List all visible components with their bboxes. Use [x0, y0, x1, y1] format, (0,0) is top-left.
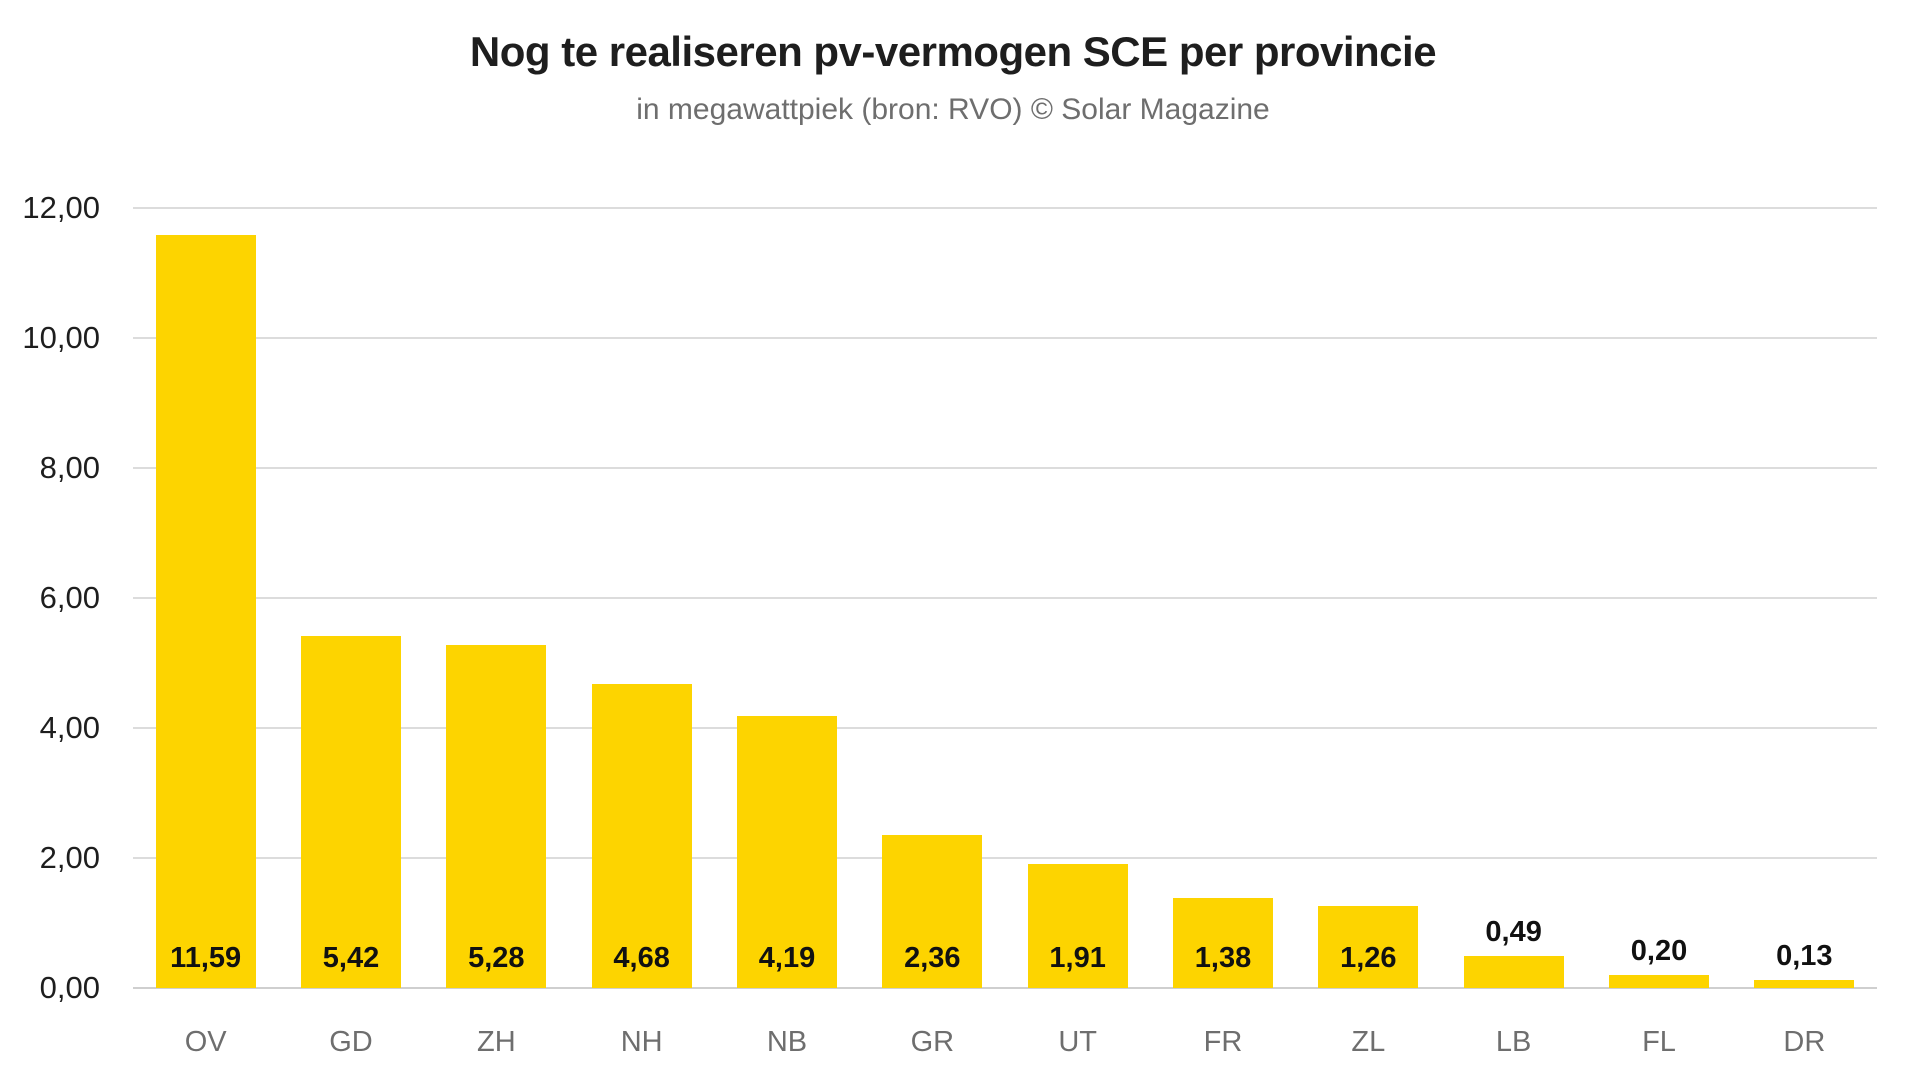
bar-value-label: 11,59 [170, 942, 242, 974]
x-axis-label-gd: GD [329, 1026, 373, 1058]
x-axis-label-fl: FL [1642, 1026, 1676, 1058]
y-axis-tick-label: 2,00 [39, 840, 100, 875]
y-axis-tick-label: 8,00 [39, 450, 100, 485]
bar-slot-fl: 0,20 [1586, 208, 1731, 988]
bar-zl [1318, 906, 1419, 988]
bar-value-label: 5,28 [468, 942, 525, 974]
x-axis-label-fr: FR [1203, 1026, 1243, 1058]
x-axis-label-nb: NB [766, 1026, 808, 1058]
y-axis-tick-label: 4,00 [39, 710, 100, 745]
x-axis-label-ut: UT [1058, 1026, 1097, 1058]
y-axis-tick-label: 10,00 [22, 320, 100, 355]
bar-value-label: 4,19 [758, 942, 816, 974]
bar-value-label: 0,20 [1630, 935, 1688, 967]
bar-gr [882, 834, 983, 988]
bar-zh [446, 644, 547, 988]
bar-value-label: 5,42 [322, 942, 380, 974]
chart-subtitle: in megawattpiek (bron: RVO) © Solar Maga… [636, 93, 1270, 126]
gridline [133, 337, 1877, 339]
bar-ut [1027, 863, 1128, 988]
x-axis-baseline [133, 987, 1877, 989]
bar-value-label: 1,91 [1049, 942, 1106, 974]
x-axis-label-dr: DR [1783, 1026, 1826, 1058]
bar-fr [1172, 898, 1273, 988]
bar-dr [1754, 979, 1855, 988]
bar-slot-zl: 1,26 [1296, 208, 1441, 988]
bar-value-label: 1,38 [1194, 942, 1252, 974]
bar-value-label: 0,13 [1776, 939, 1833, 972]
bar-value-label: 0,49 [1485, 916, 1542, 949]
bar-slot-nh: 4,68 [569, 208, 714, 988]
bar-fl [1608, 975, 1709, 988]
x-axis-label-lb: LB [1495, 1026, 1532, 1058]
bar-value-label: 1,26 [1340, 942, 1397, 974]
x-axis-label-gr: GR [910, 1026, 955, 1058]
gridline [133, 207, 1877, 209]
bar-slot-gd: 5,42 [278, 208, 423, 988]
bar-value-label: 2,36 [904, 942, 961, 974]
bar-slot-nb: 4,19 [714, 208, 859, 988]
y-axis-tick-label: 6,00 [39, 580, 100, 615]
x-axis-label-zl: ZL [1351, 1026, 1386, 1058]
bar-gd [300, 635, 401, 988]
y-axis-tick-label: 0,00 [39, 970, 100, 1005]
y-axis-tick-label: 12,00 [22, 190, 100, 225]
bar-slot-gr: 2,36 [860, 208, 1005, 988]
bar-slot-dr: 0,13 [1732, 208, 1877, 988]
bar-slot-zh: 5,28 [424, 208, 569, 988]
bar-lb [1463, 956, 1564, 988]
x-axis-label-ov: OV [184, 1026, 227, 1058]
bar-value-label: 4,68 [613, 942, 670, 974]
x-axis-label-nh: NH [620, 1026, 663, 1058]
gridline [133, 597, 1877, 599]
bar-slot-fr: 1,38 [1150, 208, 1295, 988]
gridline [133, 727, 1877, 729]
bar-ov [155, 234, 256, 988]
bar-nh [591, 683, 692, 988]
chart-title: Nog te realiseren pv-vermogen SCE per pr… [469, 28, 1437, 75]
bar-slot-lb: 0,49 [1441, 208, 1586, 988]
plot-area: 11,59 5,42 5,28 4,68 4,19 2,36 1,91 1,38 1,26 0,4… [133, 207, 1877, 1058]
bar-slot-ut: 1,91 [1005, 208, 1150, 988]
x-axis-label-zh: ZH [476, 1026, 516, 1058]
gridline [133, 467, 1877, 469]
y-axis-tick-labels: 0,00 2,00 4,00 6,00 8,00 10,00 12,00 [0, 190, 100, 1005]
bar-nb [736, 715, 837, 988]
gridline [133, 857, 1877, 859]
bar-slot-ov: 11,59 [133, 208, 278, 988]
